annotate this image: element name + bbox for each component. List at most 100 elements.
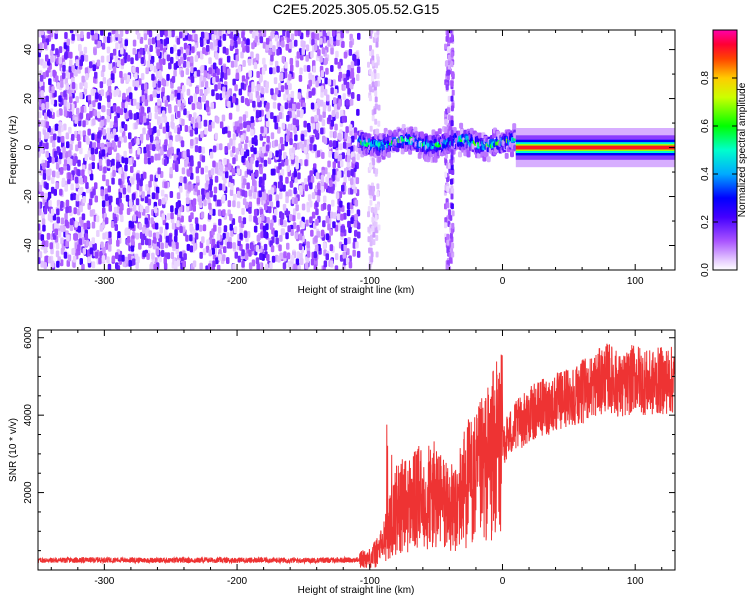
heatmap-cell xyxy=(174,229,178,237)
heatmap-cell xyxy=(155,186,160,194)
heatmap-cell xyxy=(80,220,84,227)
heatmap-cell xyxy=(349,187,354,195)
heatmap-cell xyxy=(228,175,233,183)
heatmap-cell xyxy=(199,262,203,270)
y-tick-label: -40 xyxy=(23,238,34,253)
heatmap-cell xyxy=(258,100,262,108)
heatmap-cell xyxy=(133,98,137,106)
heatmap-cell xyxy=(98,257,102,265)
heatmap-cell xyxy=(120,47,124,55)
heatmap-cell xyxy=(143,171,147,179)
heatmap-cell xyxy=(255,160,259,168)
heatmap-cell xyxy=(153,65,157,73)
heatmap-cell xyxy=(47,109,51,117)
heatmap-cell xyxy=(63,123,67,131)
heatmap-cell xyxy=(151,192,156,200)
heatmap-cell xyxy=(352,156,356,164)
heatmap-cell xyxy=(280,105,284,113)
heatmap-cell xyxy=(90,191,94,199)
heatmap-cell xyxy=(96,59,101,67)
heatmap-cell xyxy=(79,177,83,185)
heatmap-cell xyxy=(91,133,95,141)
heatmap-cell xyxy=(262,146,266,154)
heatmap-cell xyxy=(236,126,241,134)
heatmap-cell xyxy=(301,222,305,229)
heatmap-cell xyxy=(374,103,378,110)
heatmap-cell xyxy=(277,255,281,263)
heatmap-cell xyxy=(366,133,371,139)
heatmap-cell xyxy=(227,130,231,138)
heatmap-cell xyxy=(223,72,228,80)
heatmap-cell xyxy=(94,251,99,259)
heatmap-cell xyxy=(140,57,145,64)
heatmap-cell xyxy=(353,220,358,228)
heatmap-cell xyxy=(356,66,361,74)
heatmap-cell xyxy=(323,260,328,268)
heatmap-cell xyxy=(315,244,319,252)
heatmap-cell xyxy=(309,170,313,178)
heatmap-cell xyxy=(202,248,207,256)
heatmap-cell xyxy=(66,72,71,80)
heatmap-cell xyxy=(46,232,51,240)
heatmap-cell xyxy=(109,195,113,203)
heatmap-cell xyxy=(241,260,245,268)
heatmap-cell xyxy=(230,229,234,237)
heatmap-cell xyxy=(148,180,152,188)
heatmap-cell xyxy=(53,150,58,158)
heatmap-cell xyxy=(289,138,293,146)
heatmap-cell xyxy=(245,160,249,168)
heatmap-cell xyxy=(296,102,301,110)
heatmap-cell xyxy=(240,51,244,59)
heatmap-cell xyxy=(165,79,169,87)
heatmap-cell xyxy=(315,172,320,180)
heatmap-cell xyxy=(112,48,117,56)
heatmap-cell xyxy=(444,126,449,133)
heatmap-cell xyxy=(334,253,339,261)
heatmap-cell xyxy=(478,132,483,139)
heatmap-cell xyxy=(208,67,212,75)
heatmap-cell xyxy=(348,124,353,132)
heatmap-cell xyxy=(185,197,190,205)
heatmap-cell xyxy=(295,119,299,127)
heatmap-cell xyxy=(168,106,172,114)
heatmap-cell xyxy=(135,53,139,61)
heatmap-cell xyxy=(104,188,108,196)
heatmap-cell xyxy=(321,119,326,127)
heatmap-cell xyxy=(295,156,299,163)
heatmap-cell xyxy=(353,127,358,135)
heatmap-cell xyxy=(77,169,81,177)
heatmap-cell xyxy=(112,169,116,177)
heatmap-cell xyxy=(80,106,84,114)
heatmap-cell xyxy=(451,242,455,249)
heatmap-cell xyxy=(79,147,83,155)
heatmap-cell xyxy=(183,53,187,60)
heatmap-cell xyxy=(170,46,174,54)
heatmap-cell xyxy=(155,248,160,256)
heatmap-cell xyxy=(251,42,255,50)
heatmap-cell xyxy=(290,64,294,72)
heatmap-cell xyxy=(348,48,353,56)
heatmap-cell xyxy=(343,77,347,85)
heatmap-cell xyxy=(269,67,273,75)
heatmap-cell xyxy=(177,49,181,57)
heatmap-cell xyxy=(87,94,92,102)
heatmap-cell xyxy=(198,224,203,232)
heatmap-cell xyxy=(369,86,373,93)
heatmap-cell xyxy=(170,114,175,122)
heatmap-cell xyxy=(99,81,104,89)
heatmap-cell xyxy=(41,103,45,111)
heatmap-cell xyxy=(112,128,117,136)
heatmap-cell xyxy=(369,45,372,52)
heatmap-cell xyxy=(250,122,255,130)
heatmap-cell xyxy=(130,177,135,185)
heatmap-cell xyxy=(333,104,338,111)
heatmap-cell xyxy=(450,105,454,112)
heatmap-cell xyxy=(39,80,43,88)
heatmap-cell xyxy=(126,54,131,62)
heatmap-cell xyxy=(146,60,151,68)
heatmap-cell xyxy=(289,180,294,188)
heatmap-cell xyxy=(130,166,134,173)
heatmap-cell xyxy=(169,139,173,147)
heatmap-cell xyxy=(50,97,55,105)
heatmap-cell xyxy=(68,126,72,134)
